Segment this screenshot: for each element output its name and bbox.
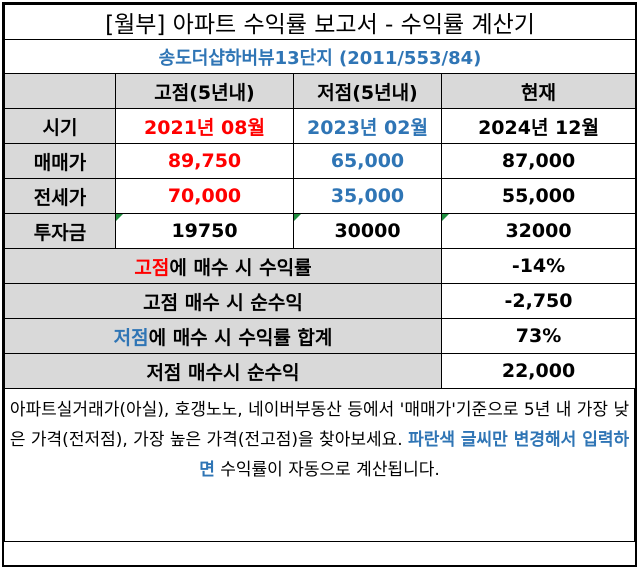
high-profit-label: 고점 매수 시 순수익 <box>4 283 442 319</box>
calculator-table: [월부] 아파트 수익률 보고서 - 수익률 계산기 송도더샵하버뷰13단지 (… <box>3 4 637 389</box>
label-jeonse-price: 전세가 <box>4 178 116 214</box>
high-return-label-rest: 에 매수 시 수익률 <box>169 256 312 279</box>
low-period-cell[interactable]: 2023년 02월 <box>293 108 442 144</box>
note-text-2: 수익률이 자동으로 계산됩니다. <box>214 460 440 480</box>
high-return-label: 고점에 매수 시 수익률 <box>4 248 442 284</box>
low-sale-cell[interactable]: 65,000 <box>293 143 442 179</box>
high-profit-value[interactable]: -2,750 <box>440 283 637 319</box>
low-invest-value: 30000 <box>334 220 401 242</box>
label-period: 시기 <box>4 108 116 144</box>
note-text-1: 아파트실거래가(아실), 호갱노노, 네이버부동산 등에서 '매매가'기준으로 … <box>9 400 630 450</box>
high-return-label-highlight: 고점 <box>134 256 170 279</box>
low-profit-label: 저점 매수시 순수익 <box>4 353 442 389</box>
high-jeonse-cell[interactable]: 70,000 <box>115 178 294 214</box>
formula-marker-icon <box>294 214 301 221</box>
low-profit-value[interactable]: 22,000 <box>440 353 637 389</box>
high-invest-value: 19750 <box>171 220 238 242</box>
note-highlight: 파란색 글씨만 변경해서 입력하면 <box>199 430 630 480</box>
formula-marker-icon <box>116 214 123 221</box>
low-return-label-rest: 에 매수 시 수익률 합계 <box>148 326 333 349</box>
current-invest-cell[interactable]: 32000 <box>440 213 637 249</box>
header-low: 저점(5년내) <box>293 73 442 109</box>
low-return-value[interactable]: 73% <box>440 318 637 354</box>
low-return-label: 저점에 매수 시 수익률 합계 <box>4 318 442 354</box>
apartment-name: 송도더샵하버뷰13단지 (2011/553/84) <box>3 39 637 74</box>
high-period-cell[interactable]: 2021년 08월 <box>115 108 294 144</box>
low-return-label-highlight: 저점 <box>113 326 149 349</box>
current-period-cell[interactable]: 2024년 12월 <box>440 108 637 144</box>
high-invest-cell[interactable]: 19750 <box>115 213 294 249</box>
high-sale-cell[interactable]: 89,750 <box>115 143 294 179</box>
instruction-note: 아파트실거래가(아실), 호갱노노, 네이버부동산 등에서 '매매가'기준으로 … <box>4 389 635 542</box>
header-high: 고점(5년내) <box>115 73 294 109</box>
header-empty <box>4 73 116 109</box>
high-return-value[interactable]: -14% <box>440 248 637 284</box>
current-jeonse-cell[interactable]: 55,000 <box>440 178 637 214</box>
current-invest-value: 32000 <box>505 220 572 242</box>
label-investment: 투자금 <box>4 213 116 249</box>
label-sale-price: 매매가 <box>4 143 116 179</box>
formula-marker-icon <box>442 214 449 221</box>
low-invest-cell[interactable]: 30000 <box>293 213 442 249</box>
header-current: 현재 <box>440 73 637 109</box>
page-title: [월부] 아파트 수익률 보고서 - 수익률 계산기 <box>3 4 637 40</box>
low-jeonse-cell[interactable]: 35,000 <box>293 178 442 214</box>
current-sale-cell[interactable]: 87,000 <box>440 143 637 179</box>
